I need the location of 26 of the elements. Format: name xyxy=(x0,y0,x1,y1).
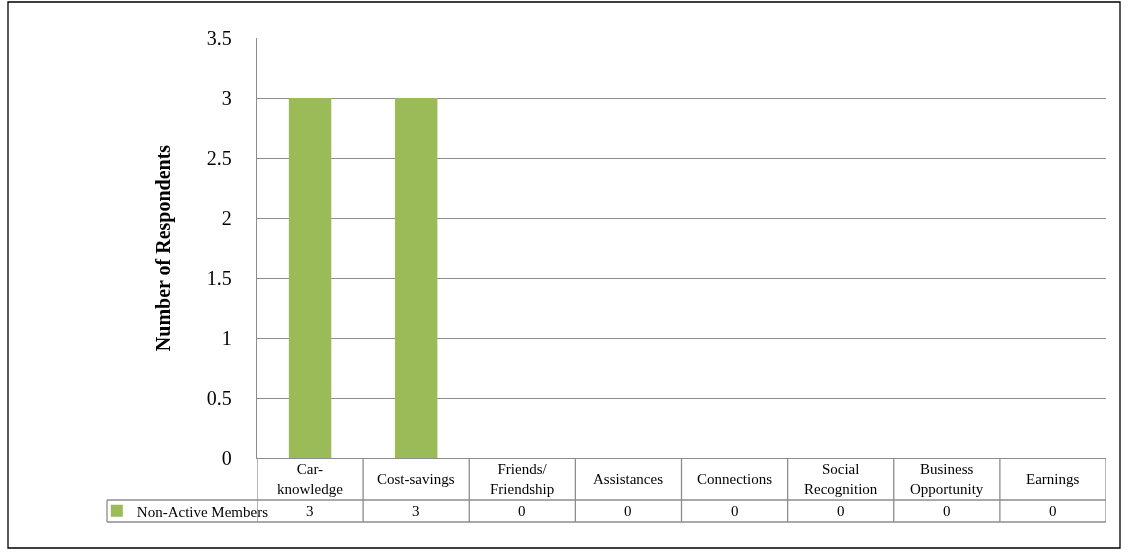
x-tick-label: Cost-savings xyxy=(377,471,455,487)
data-label: 0 xyxy=(1049,503,1057,519)
x-tick-label: Car-knowledge xyxy=(277,461,344,497)
data-label: 0 xyxy=(943,503,951,519)
x-tick-label: Connections xyxy=(697,471,773,487)
data-label: 3 xyxy=(306,503,314,519)
x-tick-label: Earnings xyxy=(1026,471,1080,487)
x-tick-label: Social Recognition xyxy=(804,461,878,497)
x-tick-label: Business Opportunity xyxy=(910,461,984,497)
data-label: 0 xyxy=(518,503,526,519)
y-tick-label: 3 xyxy=(221,87,232,109)
data-label: 3 xyxy=(412,503,420,519)
data-label: 0 xyxy=(837,503,845,519)
y-axis-title: Number of Respondents xyxy=(152,144,176,352)
data-label: 0 xyxy=(624,503,632,519)
y-tick-label: 0 xyxy=(221,447,232,469)
legend-label: Non-Active Members xyxy=(136,503,269,520)
y-tick-label: 3.5 xyxy=(206,27,232,49)
x-tick-label: Friends/Friendship xyxy=(490,461,555,497)
y-tick-label: 1.5 xyxy=(206,267,232,289)
y-tick-label: 2 xyxy=(221,207,232,229)
y-tick-label: 1 xyxy=(221,327,232,349)
y-tick-label: 2.5 xyxy=(206,147,232,169)
y-tick-label: 0.5 xyxy=(206,387,232,409)
x-tick-label: Assistances xyxy=(593,471,664,487)
data-label: 0 xyxy=(731,503,739,519)
